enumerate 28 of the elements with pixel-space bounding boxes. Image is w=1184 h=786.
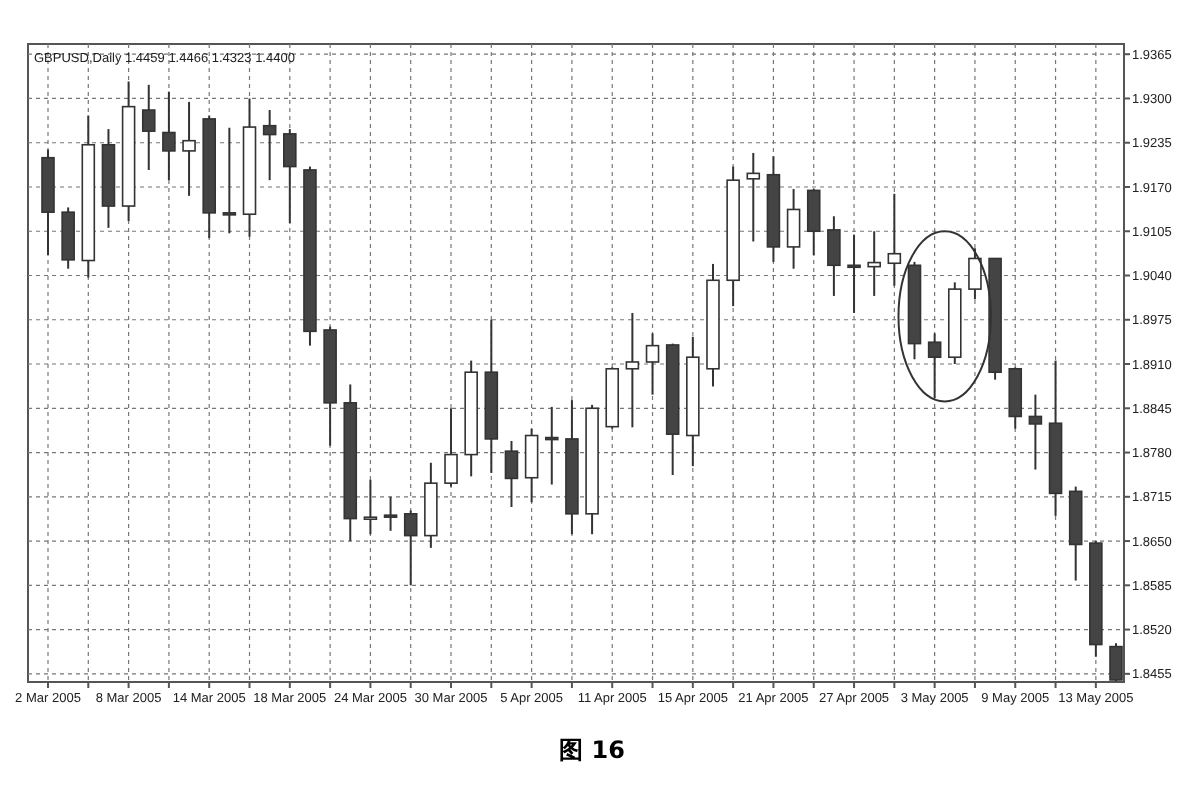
candlestick (806, 188, 821, 257)
candlestick (1028, 393, 1043, 471)
candlestick (403, 509, 418, 587)
candlestick (746, 151, 761, 243)
candlestick (363, 478, 378, 536)
candlestick (786, 188, 801, 270)
candlestick (222, 126, 237, 235)
candlestick (182, 100, 196, 197)
candlestick (827, 215, 841, 297)
candlestick (847, 233, 861, 314)
candlestick (383, 495, 398, 532)
candlestick (645, 332, 660, 396)
candlestick (141, 83, 156, 171)
candlestick (444, 407, 458, 488)
candlestick (61, 206, 75, 270)
candlestick (524, 427, 539, 504)
caption: 图 16 (559, 736, 625, 764)
candlestick (625, 311, 640, 429)
candlestick (968, 247, 982, 301)
candlestick (927, 332, 942, 400)
candlestick (283, 128, 297, 225)
candlestick (544, 405, 559, 486)
candlestick (504, 439, 519, 509)
candlestick (887, 192, 902, 287)
candlestick (262, 109, 277, 182)
candlestick (1008, 366, 1023, 430)
candlestick (867, 230, 881, 297)
candlestick (162, 90, 176, 182)
